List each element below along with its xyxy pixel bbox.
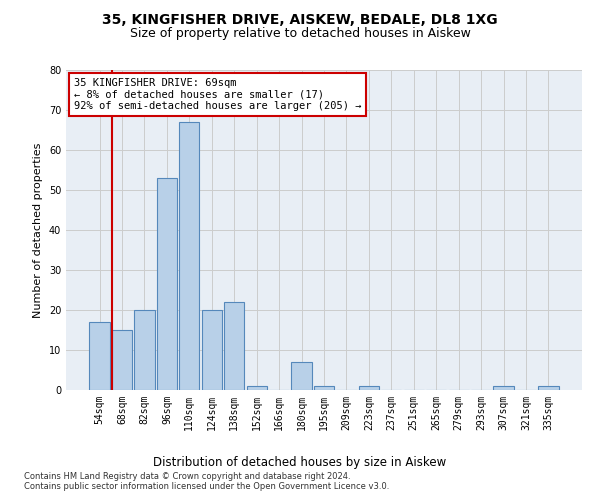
Text: Contains HM Land Registry data © Crown copyright and database right 2024.: Contains HM Land Registry data © Crown c… — [24, 472, 350, 481]
Y-axis label: Number of detached properties: Number of detached properties — [33, 142, 43, 318]
Text: 35 KINGFISHER DRIVE: 69sqm
← 8% of detached houses are smaller (17)
92% of semi-: 35 KINGFISHER DRIVE: 69sqm ← 8% of detac… — [74, 78, 361, 111]
Bar — [89, 322, 110, 390]
Bar — [247, 386, 267, 390]
Bar — [314, 386, 334, 390]
Bar — [157, 178, 177, 390]
Text: Contains public sector information licensed under the Open Government Licence v3: Contains public sector information licen… — [24, 482, 389, 491]
Bar — [179, 122, 199, 390]
Bar — [224, 302, 244, 390]
Text: Distribution of detached houses by size in Aiskew: Distribution of detached houses by size … — [154, 456, 446, 469]
Bar — [202, 310, 222, 390]
Text: 35, KINGFISHER DRIVE, AISKEW, BEDALE, DL8 1XG: 35, KINGFISHER DRIVE, AISKEW, BEDALE, DL… — [102, 12, 498, 26]
Bar — [538, 386, 559, 390]
Bar — [134, 310, 155, 390]
Text: Size of property relative to detached houses in Aiskew: Size of property relative to detached ho… — [130, 28, 470, 40]
Bar — [112, 330, 132, 390]
Bar — [493, 386, 514, 390]
Bar — [359, 386, 379, 390]
Bar — [292, 362, 311, 390]
